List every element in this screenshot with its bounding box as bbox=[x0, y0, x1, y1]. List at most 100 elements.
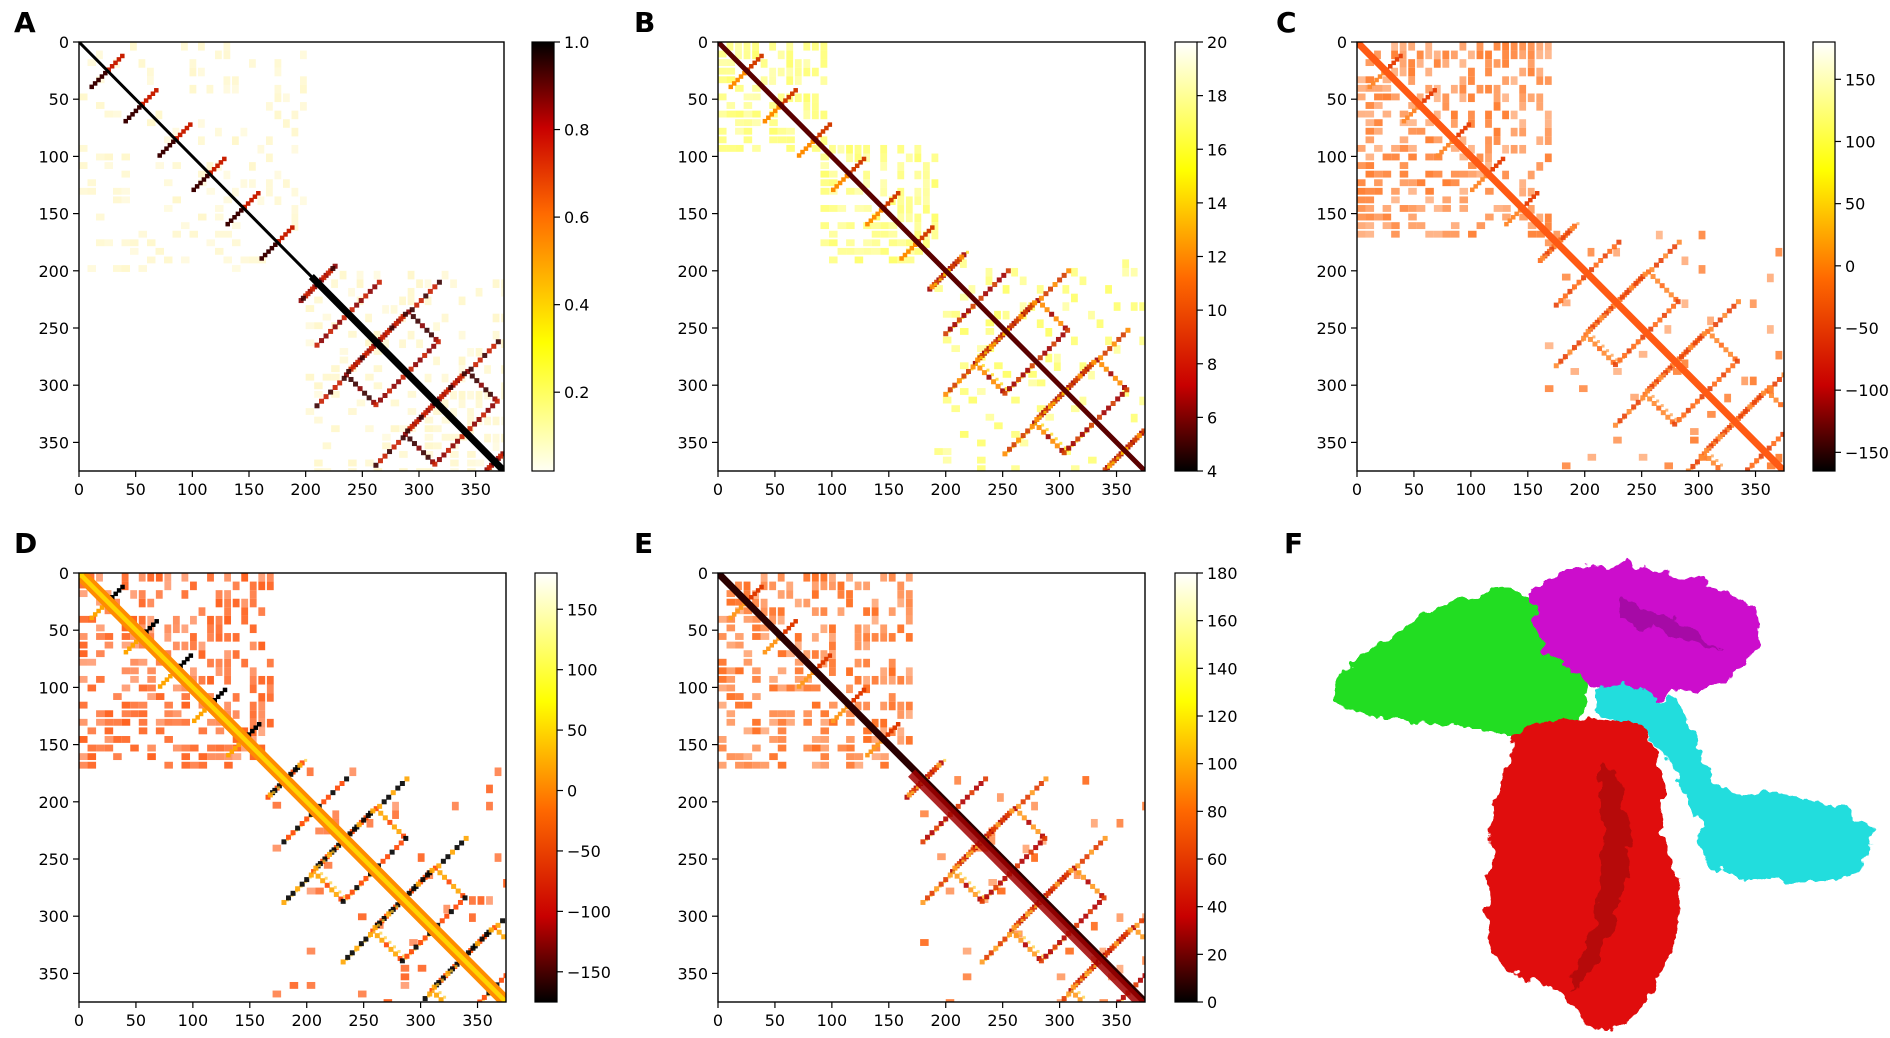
lattice-mark bbox=[956, 378, 962, 384]
lattice-mark bbox=[1002, 936, 1008, 942]
lattice-mark bbox=[1616, 239, 1622, 245]
lattice-mark bbox=[424, 872, 430, 878]
cross-mark bbox=[831, 718, 836, 724]
lattice-mark bbox=[1084, 854, 1090, 860]
lattice-mark bbox=[1116, 999, 1122, 1002]
heatmap-cell bbox=[291, 127, 299, 137]
heatmap-cell bbox=[769, 67, 777, 77]
heatmap-cell bbox=[735, 119, 744, 127]
heatmap-cell bbox=[1425, 170, 1434, 178]
heatmap-cell bbox=[232, 693, 240, 702]
heatmap-cell bbox=[1519, 67, 1527, 77]
heatmap-cell bbox=[1698, 230, 1706, 240]
heatmap-cell bbox=[1116, 964, 1124, 974]
lattice-mark bbox=[1066, 991, 1072, 997]
heatmap-cell bbox=[433, 425, 442, 433]
heatmap-cell bbox=[249, 162, 256, 171]
heatmap-cell bbox=[1502, 76, 1510, 85]
heatmap-cell bbox=[1096, 319, 1104, 328]
heatmap-cell bbox=[240, 127, 248, 137]
x-tick-label: 150 bbox=[1513, 480, 1544, 499]
heatmap-cell bbox=[1485, 67, 1492, 77]
heatmap-cell bbox=[467, 416, 474, 426]
lattice-halo bbox=[1045, 428, 1049, 432]
cross-mark bbox=[236, 742, 241, 748]
heatmap-cell bbox=[786, 144, 795, 152]
plot-border-b bbox=[717, 41, 1146, 472]
heatmap-cell bbox=[752, 718, 761, 726]
heatmap-cell bbox=[198, 753, 208, 761]
lattice-mark bbox=[399, 958, 405, 964]
cross-mark bbox=[222, 156, 227, 162]
heatmap-cell bbox=[416, 339, 423, 349]
heatmap-cell bbox=[897, 205, 905, 214]
heatmap-cell bbox=[96, 744, 105, 752]
heatmap-cell bbox=[501, 433, 504, 443]
x-tick-label: 350 bbox=[1101, 480, 1132, 499]
y-tick-label: 150 bbox=[677, 205, 708, 224]
heatmap-d bbox=[79, 573, 506, 1002]
heatmap-cell bbox=[905, 675, 913, 685]
colorbar-tick-label: 80 bbox=[1207, 802, 1227, 821]
lattice-mark bbox=[323, 333, 329, 339]
lattice-mark bbox=[1612, 362, 1618, 368]
lattice-mark bbox=[404, 776, 410, 782]
lattice-mark bbox=[1102, 467, 1108, 471]
lattice-mark bbox=[906, 792, 912, 798]
heatmap-cell bbox=[1088, 456, 1097, 464]
heatmap-cell bbox=[777, 727, 787, 735]
heatmap-cell bbox=[189, 84, 197, 94]
lattice-mark bbox=[419, 323, 425, 329]
heatmap-cell bbox=[79, 736, 88, 743]
lattice-mark bbox=[1141, 428, 1145, 434]
heatmap-a bbox=[79, 42, 504, 471]
cross-mark bbox=[1480, 177, 1485, 182]
heatmap-cell bbox=[760, 59, 768, 68]
heatmap-cell bbox=[752, 598, 759, 608]
heatmap-cell bbox=[942, 456, 952, 464]
heatmap-cell bbox=[223, 170, 231, 180]
heatmap-cell bbox=[846, 573, 853, 582]
heatmap-cell bbox=[215, 727, 225, 735]
heatmap-cell bbox=[1374, 187, 1383, 195]
heatmap-cell bbox=[121, 573, 129, 582]
heatmap-cell bbox=[743, 581, 751, 591]
y-tick-label: 200 bbox=[677, 793, 708, 812]
heatmap-cell bbox=[1468, 76, 1475, 85]
lattice-halo bbox=[454, 964, 458, 968]
lattice-mark bbox=[1006, 932, 1012, 938]
heatmap-cell bbox=[258, 710, 266, 719]
lattice-mark bbox=[1131, 925, 1137, 931]
heatmap-cell bbox=[266, 153, 273, 163]
heatmap-cell bbox=[138, 573, 146, 582]
heatmap-cell bbox=[718, 67, 727, 75]
heatmap-cell bbox=[181, 222, 190, 230]
colorbar-tick-label: 100 bbox=[567, 661, 598, 680]
lattice-mark bbox=[1590, 324, 1596, 330]
lattice-mark bbox=[297, 762, 303, 768]
lattice-mark bbox=[1029, 790, 1035, 796]
heatmap-cell bbox=[1357, 144, 1366, 152]
lattice-mark bbox=[1120, 994, 1126, 1000]
lattice-mark bbox=[979, 898, 985, 904]
heatmap-cell bbox=[349, 767, 357, 777]
lattice-halo bbox=[1004, 386, 1008, 390]
lattice-mark bbox=[313, 865, 319, 871]
x-tick-label: 150 bbox=[234, 480, 265, 499]
heatmap-cell bbox=[897, 144, 905, 154]
lattice-mark bbox=[978, 295, 984, 301]
heatmap-cell bbox=[433, 408, 442, 415]
cross-mark bbox=[89, 615, 95, 621]
heatmap-cell bbox=[931, 213, 939, 223]
lattice-halo bbox=[338, 890, 342, 894]
heatmap-cell bbox=[484, 390, 491, 400]
heatmap-cell bbox=[871, 718, 879, 728]
y-tick-label: 250 bbox=[1316, 319, 1347, 338]
panel-b: B 0 50 100 150 200 250 300 350 0501001502002503… bbox=[634, 6, 1227, 499]
cross-mark bbox=[211, 166, 217, 172]
lattice-mark bbox=[1111, 341, 1117, 347]
cross-mark bbox=[218, 160, 224, 165]
lattice-mark bbox=[496, 929, 502, 935]
heatmap-cell bbox=[888, 256, 898, 264]
heatmap-cell bbox=[1536, 230, 1545, 238]
